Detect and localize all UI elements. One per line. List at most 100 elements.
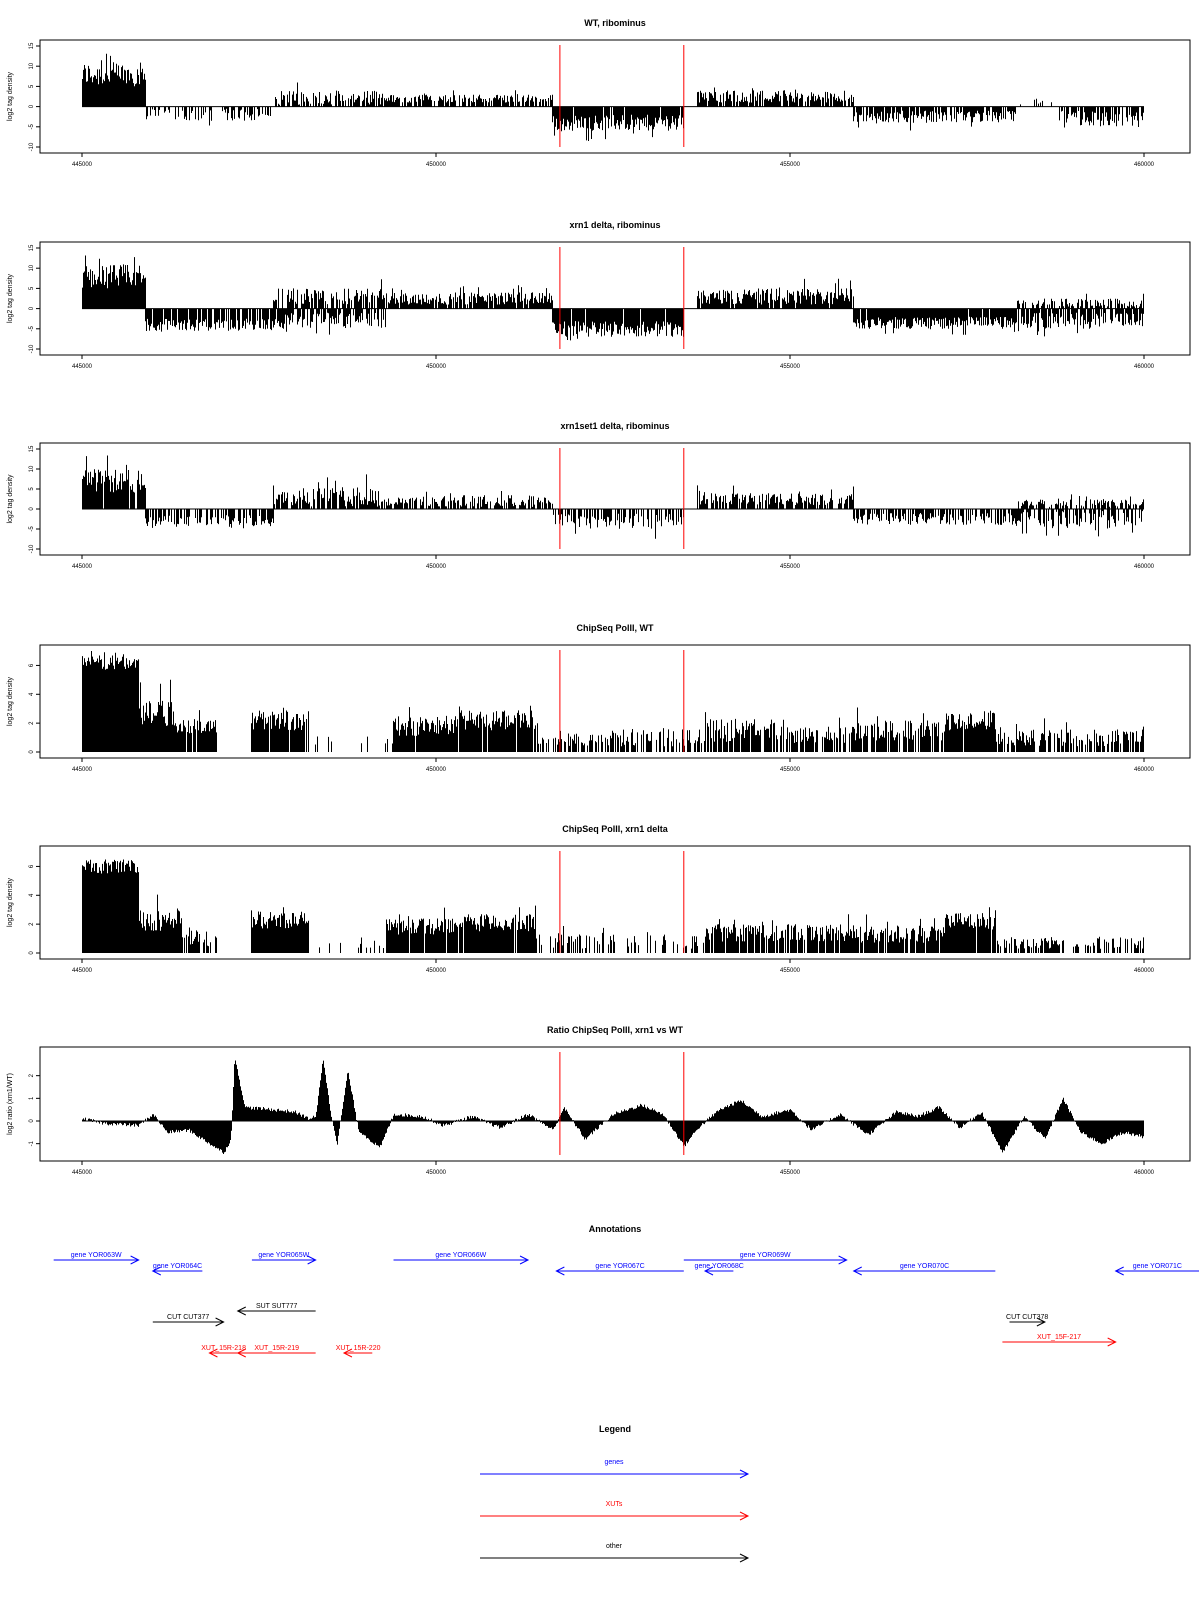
y-axis-label: log2 tag density	[7, 877, 14, 927]
annotation-feature: CUT CUT378	[1006, 1314, 1048, 1327]
legend-entry: XUTs	[480, 1501, 750, 1521]
plot-frame	[39, 442, 1191, 556]
feature-label: XUT_15R-218	[201, 1345, 246, 1352]
feature-arrow-head	[838, 1255, 848, 1265]
x-tick-label: 455000	[780, 564, 801, 570]
y-tick-label: 5	[29, 487, 35, 491]
track-panel: WT, ribominus log2 tag density -10 -5 0 5 10 15…	[7, 18, 1191, 168]
annotation-features: gene YOR063W gene YOR064C gene YOR065W gene…	[53, 1252, 1199, 1358]
feature-label: CUT CUT378	[1006, 1314, 1048, 1321]
y-axis-label: log2 ratio (xrn1/WT)	[7, 1073, 14, 1135]
plot-frame	[39, 241, 1191, 356]
y-tick-label: -10	[29, 142, 35, 151]
x-tick-label: 455000	[780, 968, 801, 974]
annotation-feature: gene YOR070C	[852, 1263, 996, 1276]
panel-title: WT, ribominus	[584, 18, 646, 28]
annotation-feature: XUT_15R-220	[336, 1345, 381, 1358]
y-tick-label: 15	[29, 445, 35, 452]
feature-label: gene YOR067C	[595, 1263, 644, 1270]
x-tick-label: 445000	[72, 1170, 93, 1176]
feature-label: SUT SUT777	[256, 1303, 298, 1310]
x-tick-label: 455000	[780, 767, 801, 773]
y-tick-label: 0	[29, 951, 35, 955]
legend-entry: other	[480, 1543, 750, 1563]
legend-arrow-head	[739, 1469, 750, 1479]
annotation-feature: gene YOR068C	[695, 1263, 744, 1276]
y-tick-label: -5	[29, 123, 35, 129]
annotation-feature: gene YOR066W	[393, 1252, 530, 1265]
y-axis-label: log2 tag density	[7, 71, 14, 121]
x-tick-label: 445000	[72, 364, 93, 370]
annotation-feature: SUT SUT777	[236, 1303, 316, 1316]
x-tick-label: 445000	[72, 968, 93, 974]
feature-label: gene YOR063W	[71, 1252, 122, 1259]
annotation-feature: gene YOR069W	[683, 1252, 848, 1265]
feature-label: gene YOR064C	[153, 1263, 202, 1270]
feature-label: gene YOR069W	[740, 1252, 791, 1259]
annotations-title: Annotations	[589, 1224, 642, 1234]
legend-arrow-head	[739, 1511, 750, 1521]
x-tick-label: 460000	[1134, 1170, 1155, 1176]
annotation-feature: XUT_15R-218	[201, 1345, 246, 1358]
feature-label: gene YOR066W	[435, 1252, 486, 1259]
plot-frame	[39, 1046, 1191, 1162]
plot-frame	[39, 39, 1191, 154]
track-panel: Ratio ChipSeq PolII, xrn1 vs WT log2 rati…	[7, 1025, 1191, 1176]
x-tick-label: 460000	[1134, 364, 1155, 370]
annotation-feature: gene YOR065W	[251, 1252, 317, 1265]
y-tick-label: 0	[29, 750, 35, 754]
x-tick-label: 460000	[1134, 564, 1155, 570]
feature-arrow-head	[236, 1348, 246, 1358]
annotation-feature: XUT_15F-217	[1002, 1334, 1117, 1347]
y-tick-label: 2	[29, 721, 35, 725]
x-tick-label: 450000	[426, 364, 447, 370]
annotation-feature: gene YOR064C	[151, 1263, 203, 1276]
feature-label: gene YOR065W	[258, 1252, 309, 1259]
x-tick-label: 450000	[426, 767, 447, 773]
panel-title: xrn1set1 delta, ribominus	[560, 421, 669, 431]
feature-label: gene YOR071C	[1133, 1263, 1182, 1270]
y-axis-label: log2 tag density	[7, 474, 14, 524]
legend-label: XUTs	[606, 1501, 623, 1508]
legend-title: Legend	[599, 1424, 631, 1434]
feature-arrow-head	[852, 1266, 862, 1276]
y-tick-label: -1	[29, 1140, 35, 1146]
plot-frame	[39, 845, 1191, 960]
plot-frame	[39, 644, 1191, 759]
panel-title: ChipSeq PolII, WT	[577, 623, 654, 633]
feature-label: XUT_15R-219	[254, 1345, 299, 1352]
x-tick-label: 450000	[426, 968, 447, 974]
feature-arrow-head	[236, 1306, 246, 1316]
y-tick-label: 5	[29, 84, 35, 88]
y-tick-label: 10	[29, 465, 35, 472]
x-tick-label: 460000	[1134, 767, 1155, 773]
y-axis-label: log2 tag density	[7, 273, 14, 323]
legend-label: genes	[604, 1459, 624, 1466]
legend: Legend genes XUTs other	[480, 1424, 750, 1563]
feature-arrow-head	[151, 1266, 162, 1276]
annotation-feature: CUT CUT377	[152, 1314, 225, 1327]
track-panel: xrn1 delta, ribominus log2 tag density -10…	[7, 220, 1191, 370]
legend-arrow-head	[739, 1553, 750, 1563]
x-tick-label: 445000	[72, 564, 93, 570]
y-tick-label: 10	[29, 264, 35, 271]
x-tick-label: 445000	[72, 767, 93, 773]
annotation-feature: XUT_15R-219	[236, 1345, 316, 1358]
feature-arrow-head	[130, 1255, 140, 1265]
feature-arrow-head	[1114, 1266, 1124, 1276]
y-tick-label: 6	[29, 864, 35, 868]
y-tick-label: 0	[29, 1119, 35, 1123]
x-tick-label: 450000	[426, 162, 447, 168]
y-tick-label: 10	[29, 62, 35, 69]
track-panel: xrn1set1 delta, ribominus log2 tag densit…	[7, 421, 1191, 570]
y-tick-label: 5	[29, 286, 35, 290]
panel-title: Ratio ChipSeq PolII, xrn1 vs WT	[547, 1025, 684, 1035]
legend-entries: genes XUTs other	[480, 1459, 750, 1563]
y-tick-label: 6	[29, 663, 35, 667]
panel-title: xrn1 delta, ribominus	[569, 220, 660, 230]
density-bars	[82, 53, 1144, 141]
track-panel: ChipSeq PolII, xrn1 delta log2 tag densit…	[7, 824, 1191, 974]
track-panel: ChipSeq PolII, WT log2 tag density 0 2 4 6 445…	[7, 623, 1191, 773]
feature-arrow-head	[519, 1255, 530, 1265]
